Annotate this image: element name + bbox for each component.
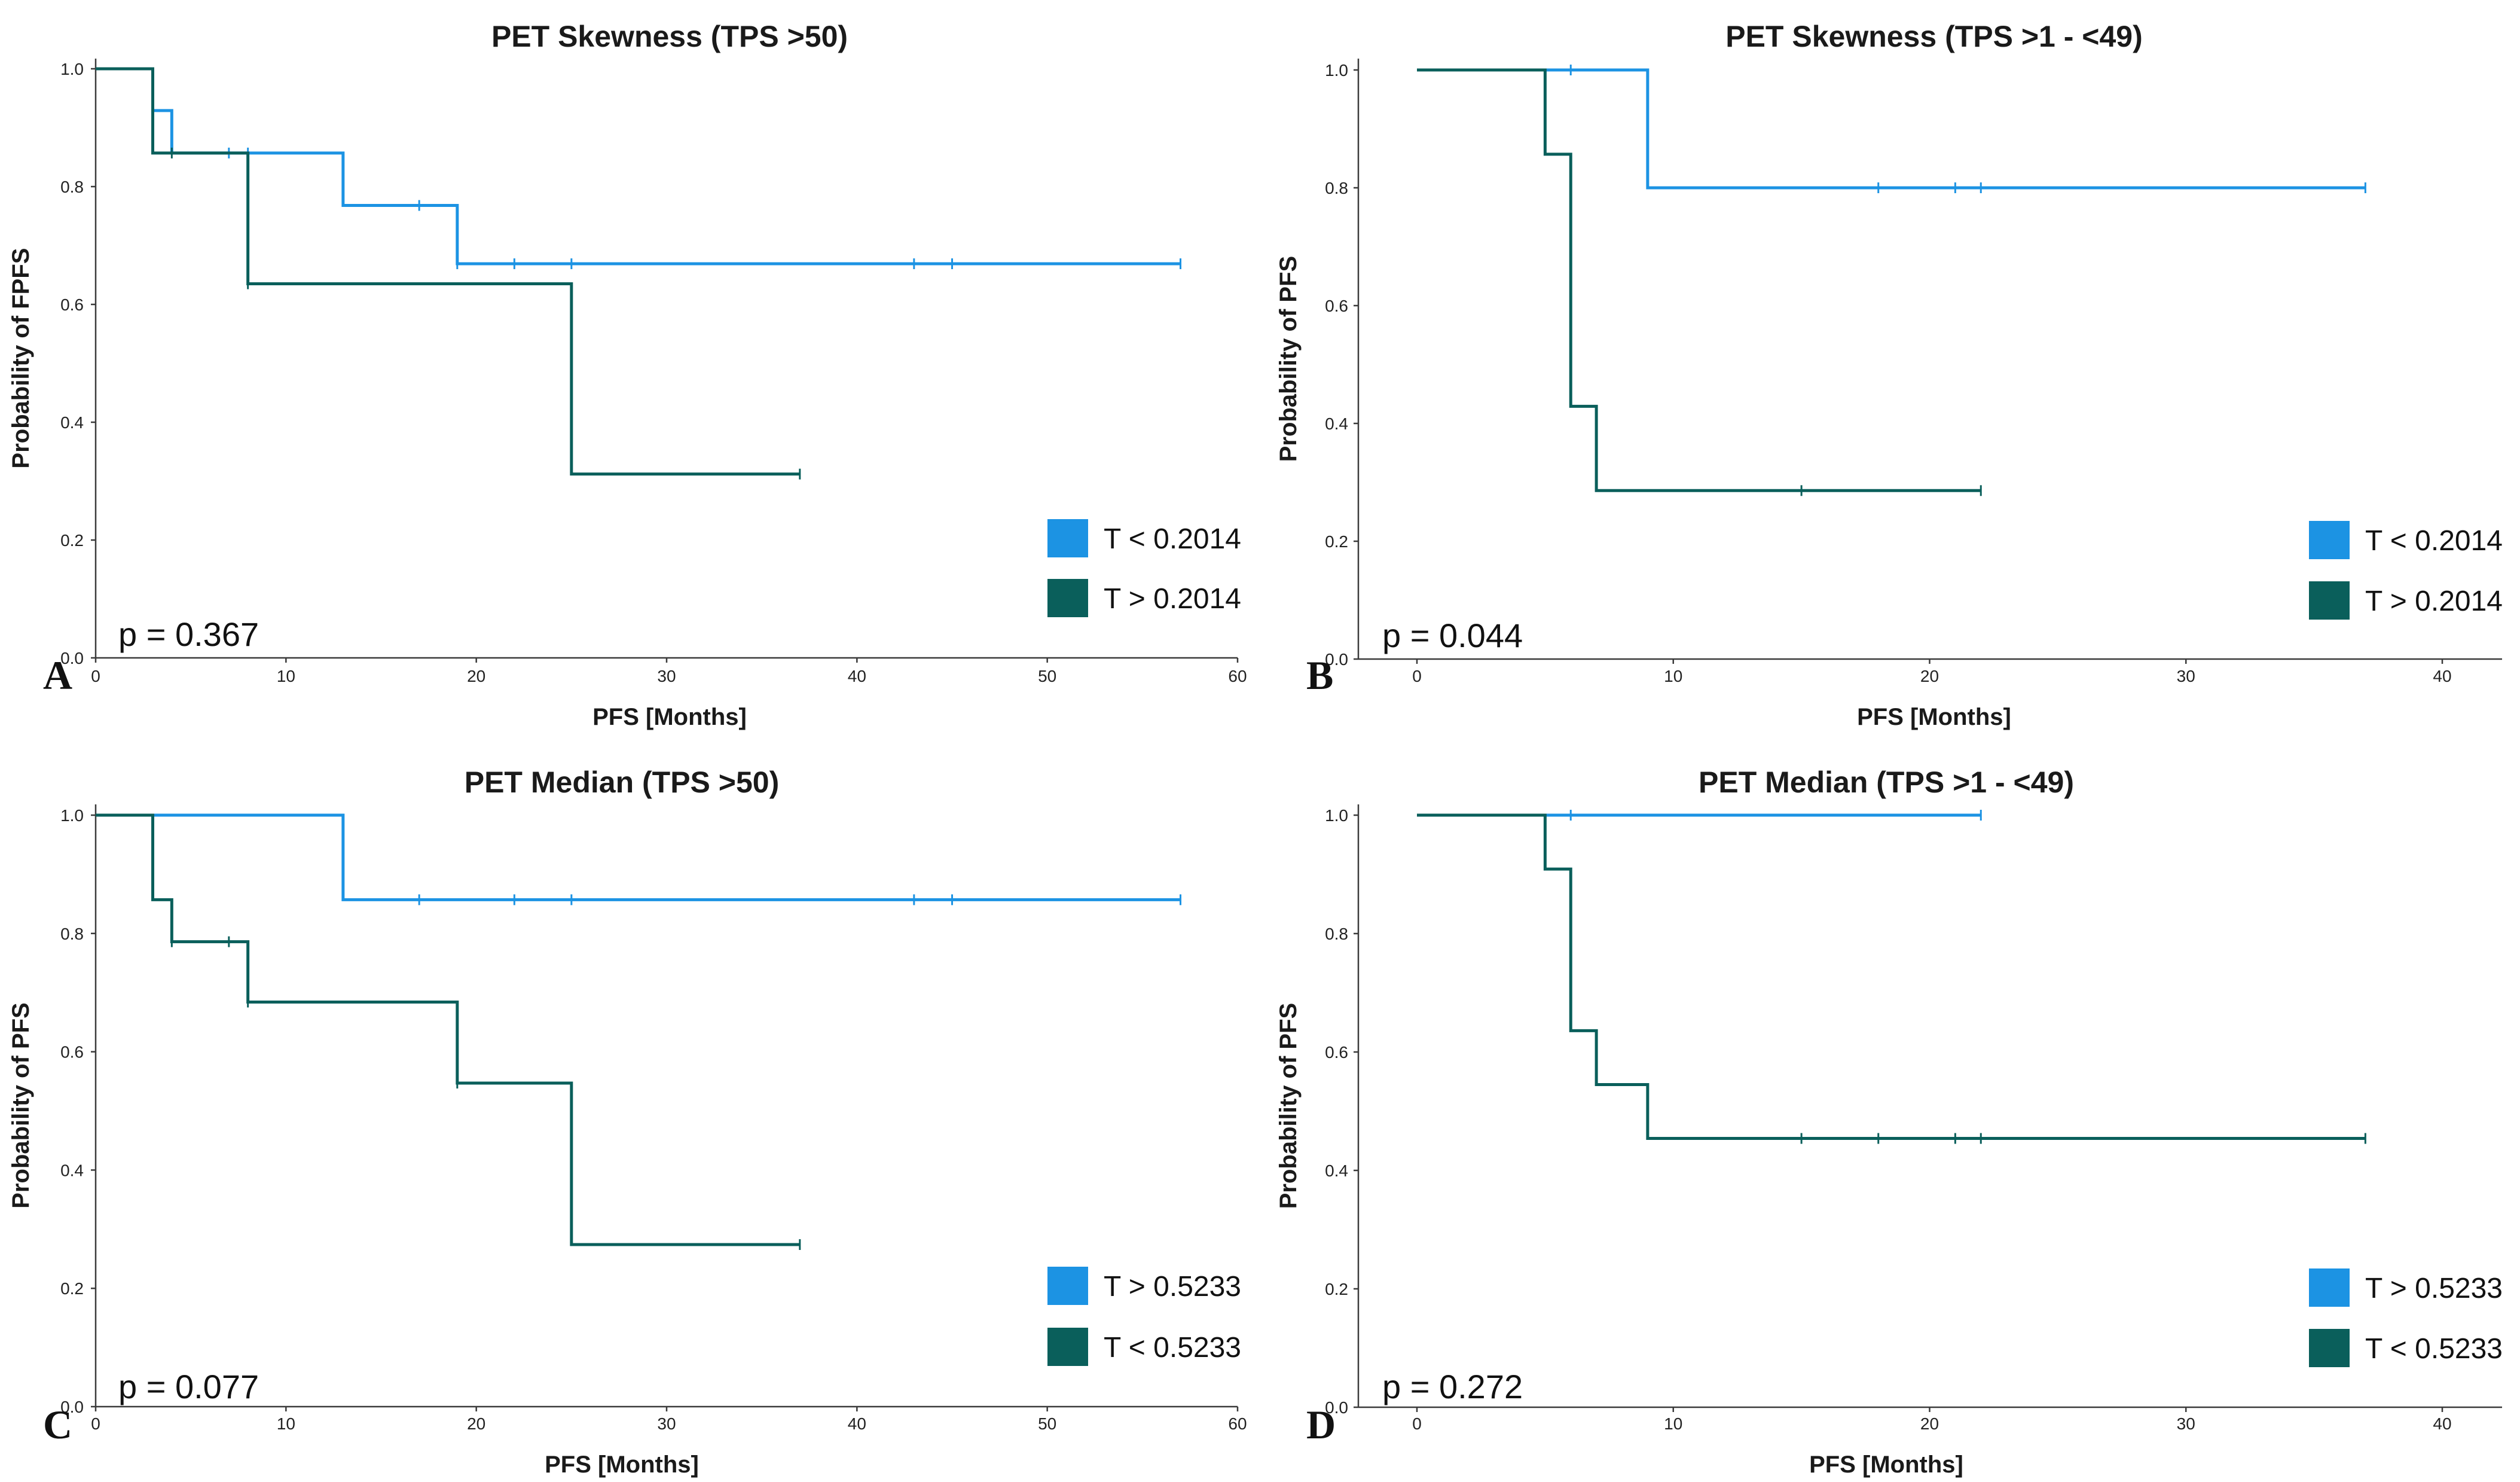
chart-title: PET Median (TPS >50) [465, 766, 780, 799]
x-tick-label: 40 [848, 667, 866, 685]
x-tick-label: 60 [1228, 667, 1247, 685]
legend-label-2: T > 0.2014 [2365, 586, 2503, 617]
y-tick-label: 0.4 [1325, 414, 1348, 433]
x-tick-label: 30 [2177, 667, 2195, 685]
y-tick-label: 0.2 [60, 1279, 84, 1298]
series-line-1 [96, 813, 1181, 901]
legend-swatch-2 [2309, 581, 2350, 620]
y-tick-label: 0.2 [60, 531, 84, 550]
legend-label-1: T < 0.2014 [2365, 525, 2503, 557]
legend-swatch-1 [1047, 519, 1088, 557]
x-axis-label: PFS [Months] [1857, 704, 2011, 730]
y-tick-label: 0.6 [1325, 1043, 1348, 1062]
p-value-label: p = 0.044 [1382, 617, 1523, 654]
panel-letter: D [1306, 1402, 1336, 1447]
p-value-label: p = 0.077 [118, 1368, 259, 1405]
x-tick-label: 0 [1412, 1414, 1422, 1433]
x-tick-label: 10 [1664, 1414, 1682, 1433]
legend-swatch-2 [2309, 1329, 2350, 1367]
y-tick-label: 0.8 [1325, 925, 1348, 943]
chart-panel-a: 0 10 20 30 40 50 60 0.0 0.2 0.4 0.6 0.8 1.0 PET Skewn… [8, 20, 1247, 730]
y-tick-label: 1.0 [1325, 806, 1348, 825]
legend-swatch-2 [1047, 579, 1088, 617]
p-value-label: p = 0.367 [118, 615, 259, 653]
y-tick-label: 0.2 [1325, 532, 1348, 551]
y-axis-label: Probability of FPFS [8, 248, 34, 469]
y-axis-label: Probability of PFS [1275, 1003, 1302, 1209]
x-tick-label: 20 [1920, 1414, 1939, 1433]
panel-letter: B [1306, 652, 1333, 698]
x-tick-label: 40 [2433, 667, 2451, 685]
series-line-2 [96, 813, 800, 1246]
y-tick-label: 0.0 [60, 649, 84, 667]
y-axis-label: Probability of PFS [1275, 256, 1302, 462]
legend-label-2: T < 0.5233 [2365, 1333, 2503, 1365]
x-tick-label: 50 [1038, 667, 1056, 685]
y-axis-label: Probability of PFS [8, 1002, 34, 1208]
y-tick-label: 1.0 [1325, 61, 1348, 80]
x-axis-label: PFS [Months] [545, 1451, 699, 1478]
x-tick-label: 40 [848, 1414, 866, 1433]
x-tick-label: 60 [1228, 1414, 1247, 1433]
y-tick-label: 0.8 [60, 925, 84, 943]
x-tick-label: 0 [91, 667, 100, 685]
x-tick-label: 0 [91, 1414, 100, 1433]
series-line-1 [96, 67, 1181, 266]
y-tick-label: 0.8 [60, 178, 84, 196]
y-tick-label: 0.0 [1325, 650, 1348, 669]
series-line-1 [1417, 68, 2366, 190]
series-line-2 [96, 67, 800, 476]
x-tick-label: 0 [1412, 667, 1422, 685]
series-line-2 [1417, 68, 1981, 492]
chart-panel-d: 0 10 20 30 40 0.0 0.2 0.4 0.6 0.8 1.0 PET Median (T… [1275, 766, 2503, 1478]
y-tick-label: 0.4 [60, 413, 84, 432]
panel-letter: C [43, 1402, 72, 1447]
chart-panel-c: 0 10 20 30 40 50 60 0.0 0.2 0.4 0.6 0.8 1.0 PET Media… [8, 766, 1247, 1478]
x-tick-label: 50 [1038, 1414, 1056, 1433]
y-tick-label: 0.8 [1325, 179, 1348, 197]
chart-title: PET Skewness (TPS >50) [491, 20, 848, 53]
legend-label-1: T < 0.2014 [1104, 523, 1241, 555]
legend-label-2: T > 0.2014 [1104, 583, 1241, 615]
y-tick-label: 0.4 [60, 1161, 84, 1179]
x-tick-label: 30 [657, 1414, 676, 1433]
x-tick-label: 30 [657, 667, 676, 685]
chart-title: PET Median (TPS >1 - <49) [1699, 766, 2074, 799]
legend-label-1: T > 0.5233 [2365, 1273, 2503, 1304]
legend-swatch-1 [1047, 1267, 1088, 1305]
x-tick-label: 30 [2177, 1414, 2195, 1433]
y-tick-label: 0.0 [1325, 1398, 1348, 1417]
y-tick-label: 1.0 [60, 806, 84, 825]
x-axis-label: PFS [Months] [592, 704, 747, 730]
y-tick-label: 0.4 [1325, 1161, 1348, 1180]
x-tick-label: 20 [467, 1414, 485, 1433]
legend-label-2: T < 0.5233 [1104, 1332, 1241, 1364]
x-axis-label: PFS [Months] [1809, 1451, 1963, 1478]
y-tick-label: 0.2 [1325, 1280, 1348, 1298]
chart-title: PET Skewness (TPS >1 - <49) [1725, 20, 2143, 53]
x-tick-label: 40 [2433, 1414, 2451, 1433]
y-tick-label: 1.0 [60, 60, 84, 78]
legend-swatch-1 [2309, 521, 2350, 559]
y-tick-label: 0.6 [60, 295, 84, 314]
panel-letter: A [43, 652, 72, 698]
x-tick-label: 20 [1920, 667, 1939, 685]
legend-swatch-2 [1047, 1328, 1088, 1366]
chart-panel-b: 0 10 20 30 40 0.0 0.2 0.4 0.6 0.8 1.0 PET Skewness … [1275, 20, 2503, 730]
x-tick-label: 10 [277, 667, 295, 685]
legend-label-1: T > 0.5233 [1104, 1271, 1241, 1303]
x-tick-label: 10 [277, 1414, 295, 1433]
x-tick-label: 10 [1664, 667, 1682, 685]
series-line-2 [1417, 813, 2366, 1141]
x-tick-label: 20 [467, 667, 485, 685]
legend-swatch-1 [2309, 1268, 2350, 1307]
y-tick-label: 0.6 [1325, 297, 1348, 315]
p-value-label: p = 0.272 [1382, 1368, 1523, 1405]
y-tick-label: 0.0 [60, 1398, 84, 1416]
y-tick-label: 0.6 [60, 1043, 84, 1062]
